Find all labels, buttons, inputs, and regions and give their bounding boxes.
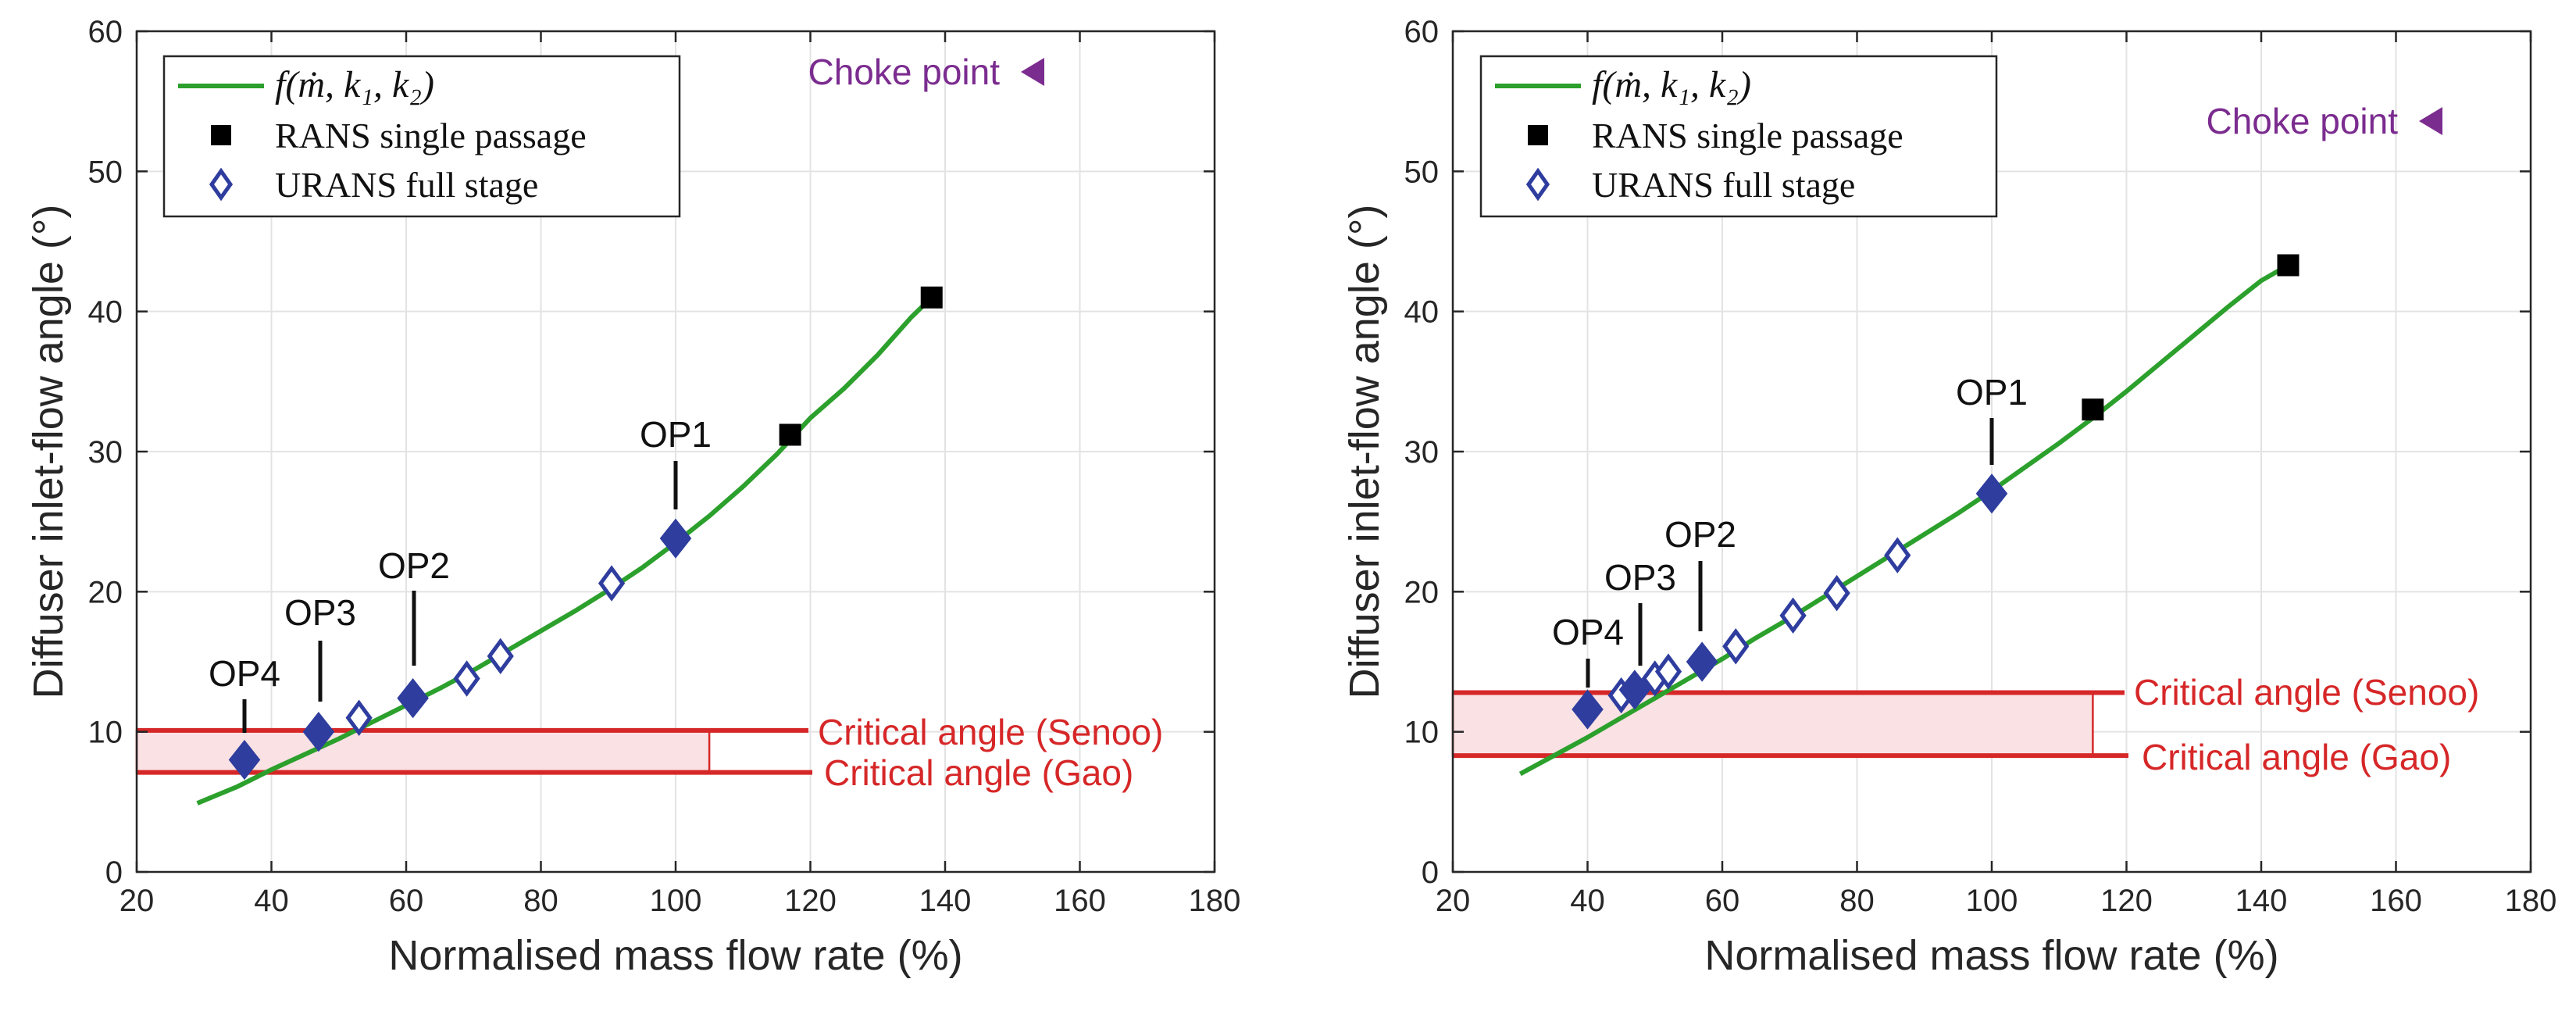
x-tick-label: 80	[1839, 884, 1875, 918]
y-tick-label: 50	[1404, 155, 1440, 189]
y-tick-label: 10	[1404, 716, 1440, 750]
legend-urans-label: URANS full stage	[1592, 165, 1855, 205]
choke-point-marker	[2419, 107, 2442, 135]
urans-point	[1722, 628, 1750, 665]
op-label: OP4	[1552, 612, 1624, 652]
fit-curve	[196, 295, 933, 806]
urans-point	[345, 699, 373, 736]
x-tick-label: 160	[2370, 884, 2422, 918]
choke-point-label: Choke point	[808, 52, 1001, 92]
operating-point	[397, 678, 429, 719]
y-tick-label: 20	[88, 575, 123, 609]
urans-point	[598, 565, 626, 602]
legend-urans-label: URANS full stage	[275, 165, 538, 205]
urans-point	[1823, 574, 1850, 612]
op-label: OP3	[1604, 557, 1676, 598]
chart-1: Critical angle (Senoo)Critical angle (Ga…	[25, 15, 1240, 979]
y-tick-label: 30	[88, 435, 123, 470]
legend: f(ṁ, k₁, k₂) RANS single passage URANS ful…	[162, 55, 681, 218]
operating-point	[1686, 641, 1718, 682]
operating-point	[228, 739, 261, 781]
rans-point	[920, 286, 943, 309]
x-tick-label: 60	[389, 884, 424, 918]
op-label: OP3	[284, 592, 356, 633]
x-tick-label: 160	[1054, 884, 1106, 918]
legend-fit-label: f(ṁ, k₁, k₂)	[1592, 64, 1751, 105]
y-tick-label: 20	[1404, 575, 1440, 609]
x-tick-label: 140	[2235, 884, 2288, 918]
legend-rans-swatch	[1528, 125, 1548, 145]
y-tick-label: 0	[1422, 856, 1439, 890]
x-tick-label: 120	[2100, 884, 2153, 918]
rans-point	[2277, 254, 2299, 277]
operating-point	[1572, 689, 1604, 730]
critical-band	[135, 729, 711, 773]
x-tick-label: 100	[1966, 884, 2018, 918]
legend-rans-swatch	[211, 125, 231, 145]
y-axis-label: Diffuser inlet-flow angle (°)	[1341, 205, 1388, 699]
urans-point	[487, 638, 514, 675]
critical-band	[1451, 691, 2094, 757]
critical-angle-label: Critical angle (Gao)	[2142, 737, 2451, 777]
operating-point	[1618, 670, 1651, 710]
x-tick-label: 180	[1189, 884, 1241, 918]
operating-point	[659, 518, 692, 559]
operating-point	[302, 712, 335, 752]
op-label: OP1	[640, 414, 712, 455]
x-tick-label: 180	[2505, 884, 2557, 918]
x-tick-label: 60	[1705, 884, 1740, 918]
x-tick-label: 140	[919, 884, 972, 918]
legend: f(ṁ, k₁, k₂) RANS single passage URANS ful…	[1479, 55, 1998, 218]
y-tick-label: 60	[88, 15, 123, 49]
x-axis-label: Normalised mass flow rate (%)	[388, 932, 962, 979]
y-tick-label: 40	[88, 295, 123, 330]
fit-curve	[1518, 263, 2289, 777]
op-label: OP2	[378, 545, 450, 586]
y-tick-label: 50	[88, 155, 123, 189]
chart-2: Critical angle (Senoo) Critical angle (Ga…	[1341, 15, 2556, 979]
op-label: OP1	[1956, 372, 2028, 413]
legend-box	[1479, 55, 1998, 218]
urans-point	[1884, 537, 1911, 573]
rans-point	[2082, 398, 2104, 421]
legend-rans-label: RANS single passage	[275, 116, 587, 155]
choke-point-label: Choke point	[2207, 101, 2399, 141]
legend-rans-label: RANS single passage	[1592, 116, 1903, 155]
x-tick-label: 120	[784, 884, 837, 918]
y-tick-label: 10	[88, 716, 123, 750]
legend-fit-label: f(ṁ, k₁, k₂)	[275, 64, 434, 105]
op-label: OP4	[209, 653, 280, 694]
operating-point	[1975, 473, 2008, 514]
y-tick-label: 40	[1404, 295, 1440, 330]
x-tick-label: 40	[254, 884, 289, 918]
x-tick-label: 80	[523, 884, 558, 918]
op-label: OP2	[1664, 514, 1736, 555]
urans-point	[1779, 597, 1807, 634]
choke-point-marker	[1021, 58, 1044, 86]
x-tick-label: 40	[1570, 884, 1605, 918]
x-axis-label: Normalised mass flow rate (%)	[1704, 932, 2278, 979]
x-tick-label: 20	[120, 884, 155, 918]
x-tick-label: 20	[1436, 884, 1471, 918]
y-axis-label: Diffuser inlet-flow angle (°)	[25, 205, 72, 699]
legend-urans-swatch	[1525, 167, 1550, 202]
y-tick-label: 60	[1404, 15, 1440, 49]
urans-point	[1654, 653, 1682, 690]
y-tick-label: 30	[1404, 435, 1440, 470]
critical-angle-label: Critical angle (Gao)	[824, 752, 1133, 793]
legend-urans-swatch	[209, 167, 234, 202]
y-tick-label: 0	[105, 856, 123, 890]
critical-angle-label: Critical angle (Senoo)	[818, 712, 1163, 752]
x-tick-label: 100	[650, 884, 702, 918]
rans-point	[779, 423, 801, 446]
legend-box	[162, 55, 681, 218]
urans-point	[453, 660, 480, 697]
critical-angle-label: Critical angle (Senoo)	[2134, 672, 2479, 713]
